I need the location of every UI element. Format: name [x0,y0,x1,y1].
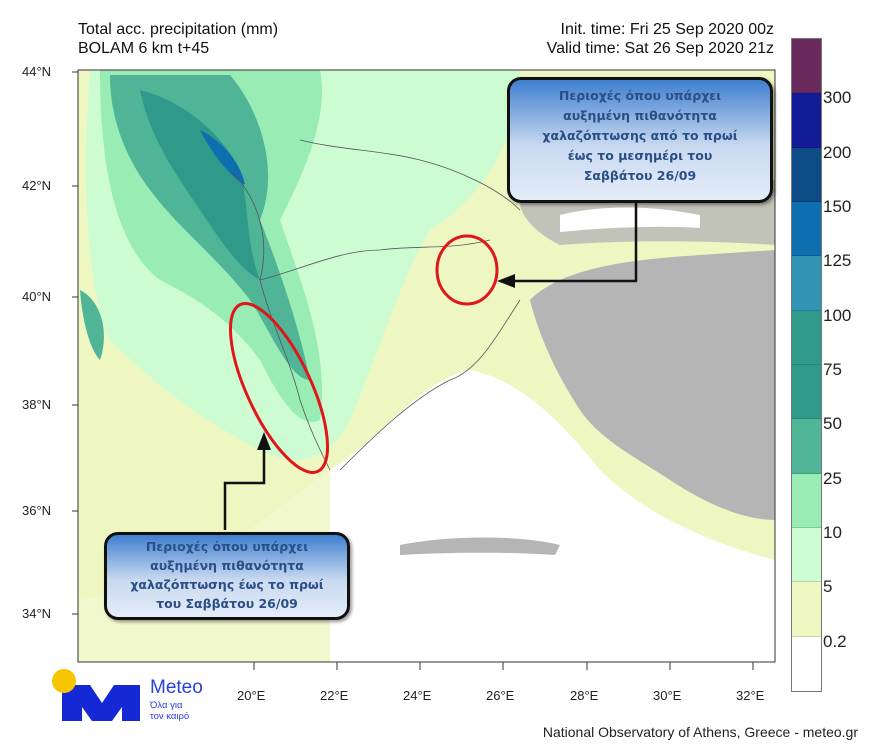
time-info: Init. time: Fri 25 Sep 2020 00z Valid ti… [547,20,774,58]
arrow-lower [223,445,266,530]
callout-upper-line: Σαββάτου 26/09 [583,168,697,183]
meteo-logo[interactable]: Meteo Όλα για τον καιρό [50,665,210,725]
title-line-2: BOLAM 6 km t+45 [78,40,210,57]
colorbar-label: 150 [823,197,852,216]
land-crete [400,537,560,555]
lon-tick-22: 22°E [320,688,349,703]
colorbar-segment [792,256,821,311]
colorbar-segment [792,39,821,94]
sea-area-aegean [330,370,775,662]
lat-tick-38: 38°N [22,397,52,412]
arrow-lower-head [257,432,271,450]
callout-upper: Περιοχές όπου υπάρχει αυξημένη πιθανότητ… [507,77,773,203]
colorbar-segment [792,201,821,257]
callout-lower-line: χαλαζόπτωσης έως το πρωί [130,577,324,592]
colorbar-label: 125 [823,251,852,271]
callout-lower-line: αυξημένη πιθανότητα [150,558,304,573]
lon-tick-26: 26°E [486,688,515,703]
colorbar-segment [792,527,821,583]
callout-lower-line: Περιοχές όπου υπάρχει [145,539,309,554]
colorbar-label: 0.2 [823,631,847,651]
country-borders [229,139,521,471]
land-turkey [530,250,775,520]
footer-credit: National Observatory of Athens, Greece -… [542,724,858,740]
init-time: Init. time: Fri 25 Sep 2020 00z [560,21,774,38]
arrow-upper-head [497,274,515,288]
callout-upper-line: αυξημένη πιθανότητα [563,108,717,123]
colorbar-label: 5 [823,577,833,597]
hail-area-west-ellipse [228,302,330,474]
lon-tick-28: 28°E [570,688,599,703]
arrow-upper [510,195,638,283]
valid-time: Valid time: Sat 26 Sep 2020 21z [546,40,774,57]
precip-very-heavy [140,90,260,280]
lat-tick-40: 40°N [22,289,52,304]
precip-heavy [110,75,310,380]
lon-tick-24: 24°E [403,688,432,703]
land-north-white [560,207,700,232]
colorbar [791,38,822,692]
precip-max [200,130,245,185]
colorbar-segment [792,93,821,148]
lat-tick-34: 34°N [22,606,52,621]
colorbar-segment [792,419,821,474]
logo-tagline-2: τον καιρό [150,711,190,722]
lon-tick-30: 30°E [653,688,682,703]
colorbar-segment [792,473,821,528]
colorbar-segment [792,636,821,691]
meteo-logo-icon [52,669,140,721]
colorbar-label: 300 [823,88,852,108]
colorbar-segment [792,147,821,202]
lat-tick-42: 42°N [22,178,52,193]
callout-lower: Περιοχές όπου υπάρχει αυξημένη πιθανότητ… [104,532,350,620]
callout-upper-line: έως το μεσημέρι του [567,148,713,163]
callout-upper-line: Περιοχές όπου υπάρχει [558,88,722,103]
lon-tick-32: 32°E [736,688,765,703]
colorbar-label: 200 [823,142,852,162]
callout-lower-line: του Σαββάτου 26/09 [156,596,298,611]
lat-tick-44: 44°N [22,64,52,79]
colorbar-segment [792,310,821,365]
precip-west [80,290,104,360]
colorbar-label: 50 [823,414,842,434]
colorbar-segment [792,364,821,420]
hail-area-east-ellipse [435,234,499,306]
map-title: Total acc. precipitation (mm) BOLAM 6 km… [78,20,278,58]
colorbar-segment [792,582,821,637]
colorbar-label: 10 [823,523,842,542]
title-line-1: Total acc. precipitation (mm) [78,21,279,38]
logo-name: Meteo [150,677,203,698]
map-frame [77,69,776,663]
axis-ticks [72,71,754,670]
lon-tick-20: 20°E [237,688,266,703]
logo-tagline-1: Όλα για [150,700,183,711]
colorbar-label: 25 [823,468,842,488]
colorbar-label: 100 [823,305,852,325]
callout-upper-line: χαλαζόπτωσης από το πρωί [542,128,738,143]
colorbar-label: 75 [823,360,842,379]
lat-tick-36: 36°N [22,503,52,518]
